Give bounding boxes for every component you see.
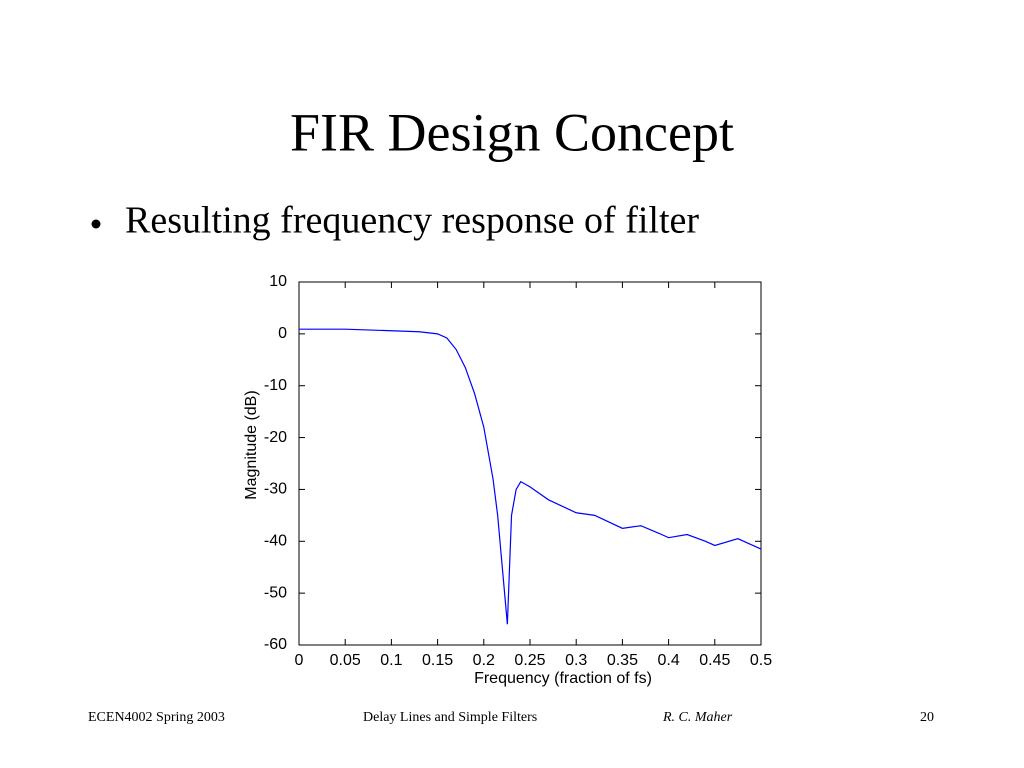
bullet-dot (91, 219, 101, 229)
slide-title: FIR Design Concept (290, 102, 734, 162)
y-tick-label: -30 (264, 481, 287, 498)
y-tick-label: -40 (264, 533, 287, 550)
x-tick-label: 0.1 (380, 652, 402, 669)
footer-page: 20 (920, 710, 934, 725)
y-axis-label: Magnitude (dB) (243, 390, 260, 499)
x-tick-label: 0.4 (657, 652, 679, 669)
response-line (299, 328, 762, 625)
x-tick-label: 0.35 (607, 652, 638, 669)
x-tick-label: 0.5 (750, 652, 772, 669)
y-tick-label: -50 (264, 584, 287, 601)
x-tick-label: 0.05 (330, 652, 361, 669)
x-tick-label: 0.2 (473, 652, 495, 669)
x-tick-label: 0.45 (699, 652, 730, 669)
footer-author: R. C. Maher (662, 710, 733, 725)
x-tick-label: 0.25 (514, 652, 545, 669)
y-tick-label: 10 (269, 273, 287, 290)
y-tick-label: -20 (264, 429, 287, 446)
bullet-text: Resulting frequency response of filter (125, 200, 699, 242)
x-axis-label: Frequency (fraction of fs) (474, 670, 652, 687)
x-tick-label: 0 (295, 652, 304, 669)
footer-course: ECEN4002 Spring 2003 (88, 710, 225, 725)
plot-frame (298, 281, 762, 646)
y-tick-label: 0 (278, 325, 287, 342)
y-tick-label: -10 (264, 377, 287, 394)
x-tick-label: 0.15 (422, 652, 453, 669)
footer-topic: Delay Lines and Simple Filters (363, 710, 537, 725)
y-tick-label: -60 (264, 636, 287, 653)
x-tick-label: 0.3 (565, 652, 587, 669)
